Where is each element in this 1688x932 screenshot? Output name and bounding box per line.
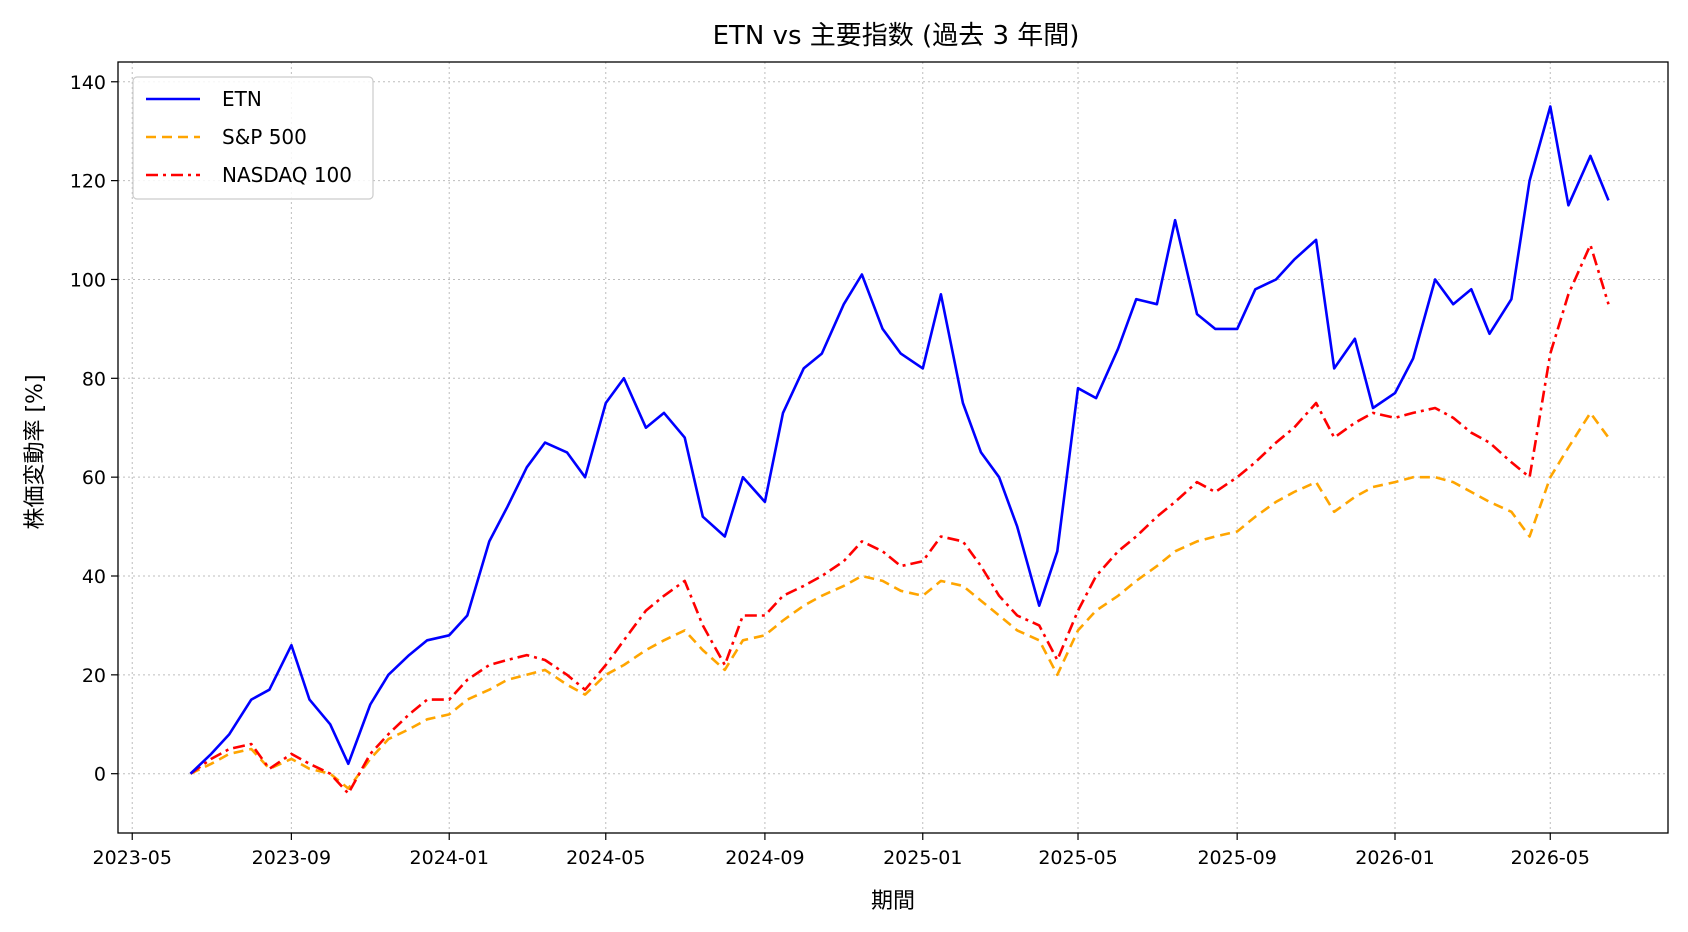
x-tick-label: 2025-09 [1197,847,1276,869]
y-tick-label: 140 [70,72,106,94]
series-line-etn [189,105,1610,775]
plot-frame [117,61,1669,834]
chart-title: ETN vs 主要指数 (過去 3 年間) [713,21,1080,51]
series-lines [189,105,1610,795]
series-line-nasdaq100 [189,243,1610,795]
y-axis-label: 株価変動率 [%] [23,374,48,529]
y-tick-label: 80 [82,368,106,390]
y-tick-label: 40 [82,566,106,588]
y-tick-label: 60 [82,467,106,489]
y-ticks: 0 20 40 60 80 100 120 140 [70,72,118,786]
x-tick-label: 2025-01 [883,847,962,869]
x-tick-label: 2024-09 [725,847,804,869]
y-tick-label: 0 [94,764,106,786]
x-tick-label: 2023-05 [93,847,172,869]
x-axis-label: 期間 [871,889,915,914]
x-tick-label: 2026-05 [1511,847,1590,869]
x-tick-label: 2024-05 [566,847,645,869]
legend-label-sp500: S&P 500 [222,125,307,149]
y-tick-label: 100 [70,269,106,291]
x-tick-label: 2026-01 [1355,847,1434,869]
legend-box [132,76,374,200]
legend-label-etn: ETN [222,87,262,111]
x-tick-label: 2024-01 [410,847,489,869]
legend-label-nasdaq100: NASDAQ 100 [222,163,352,187]
y-tick-label: 20 [82,665,106,687]
y-tick-label: 120 [70,171,106,193]
x-tick-label: 2023-09 [252,847,331,869]
grid [118,62,1668,833]
x-ticks: 2023-05 2023-09 2024-01 2024-05 2024-09 2025-… [93,833,1590,869]
legend: ETN S&P 500 NASDAQ 100 [132,76,374,200]
x-tick-label: 2025-05 [1038,847,1117,869]
series-line-sp500 [189,411,1610,790]
